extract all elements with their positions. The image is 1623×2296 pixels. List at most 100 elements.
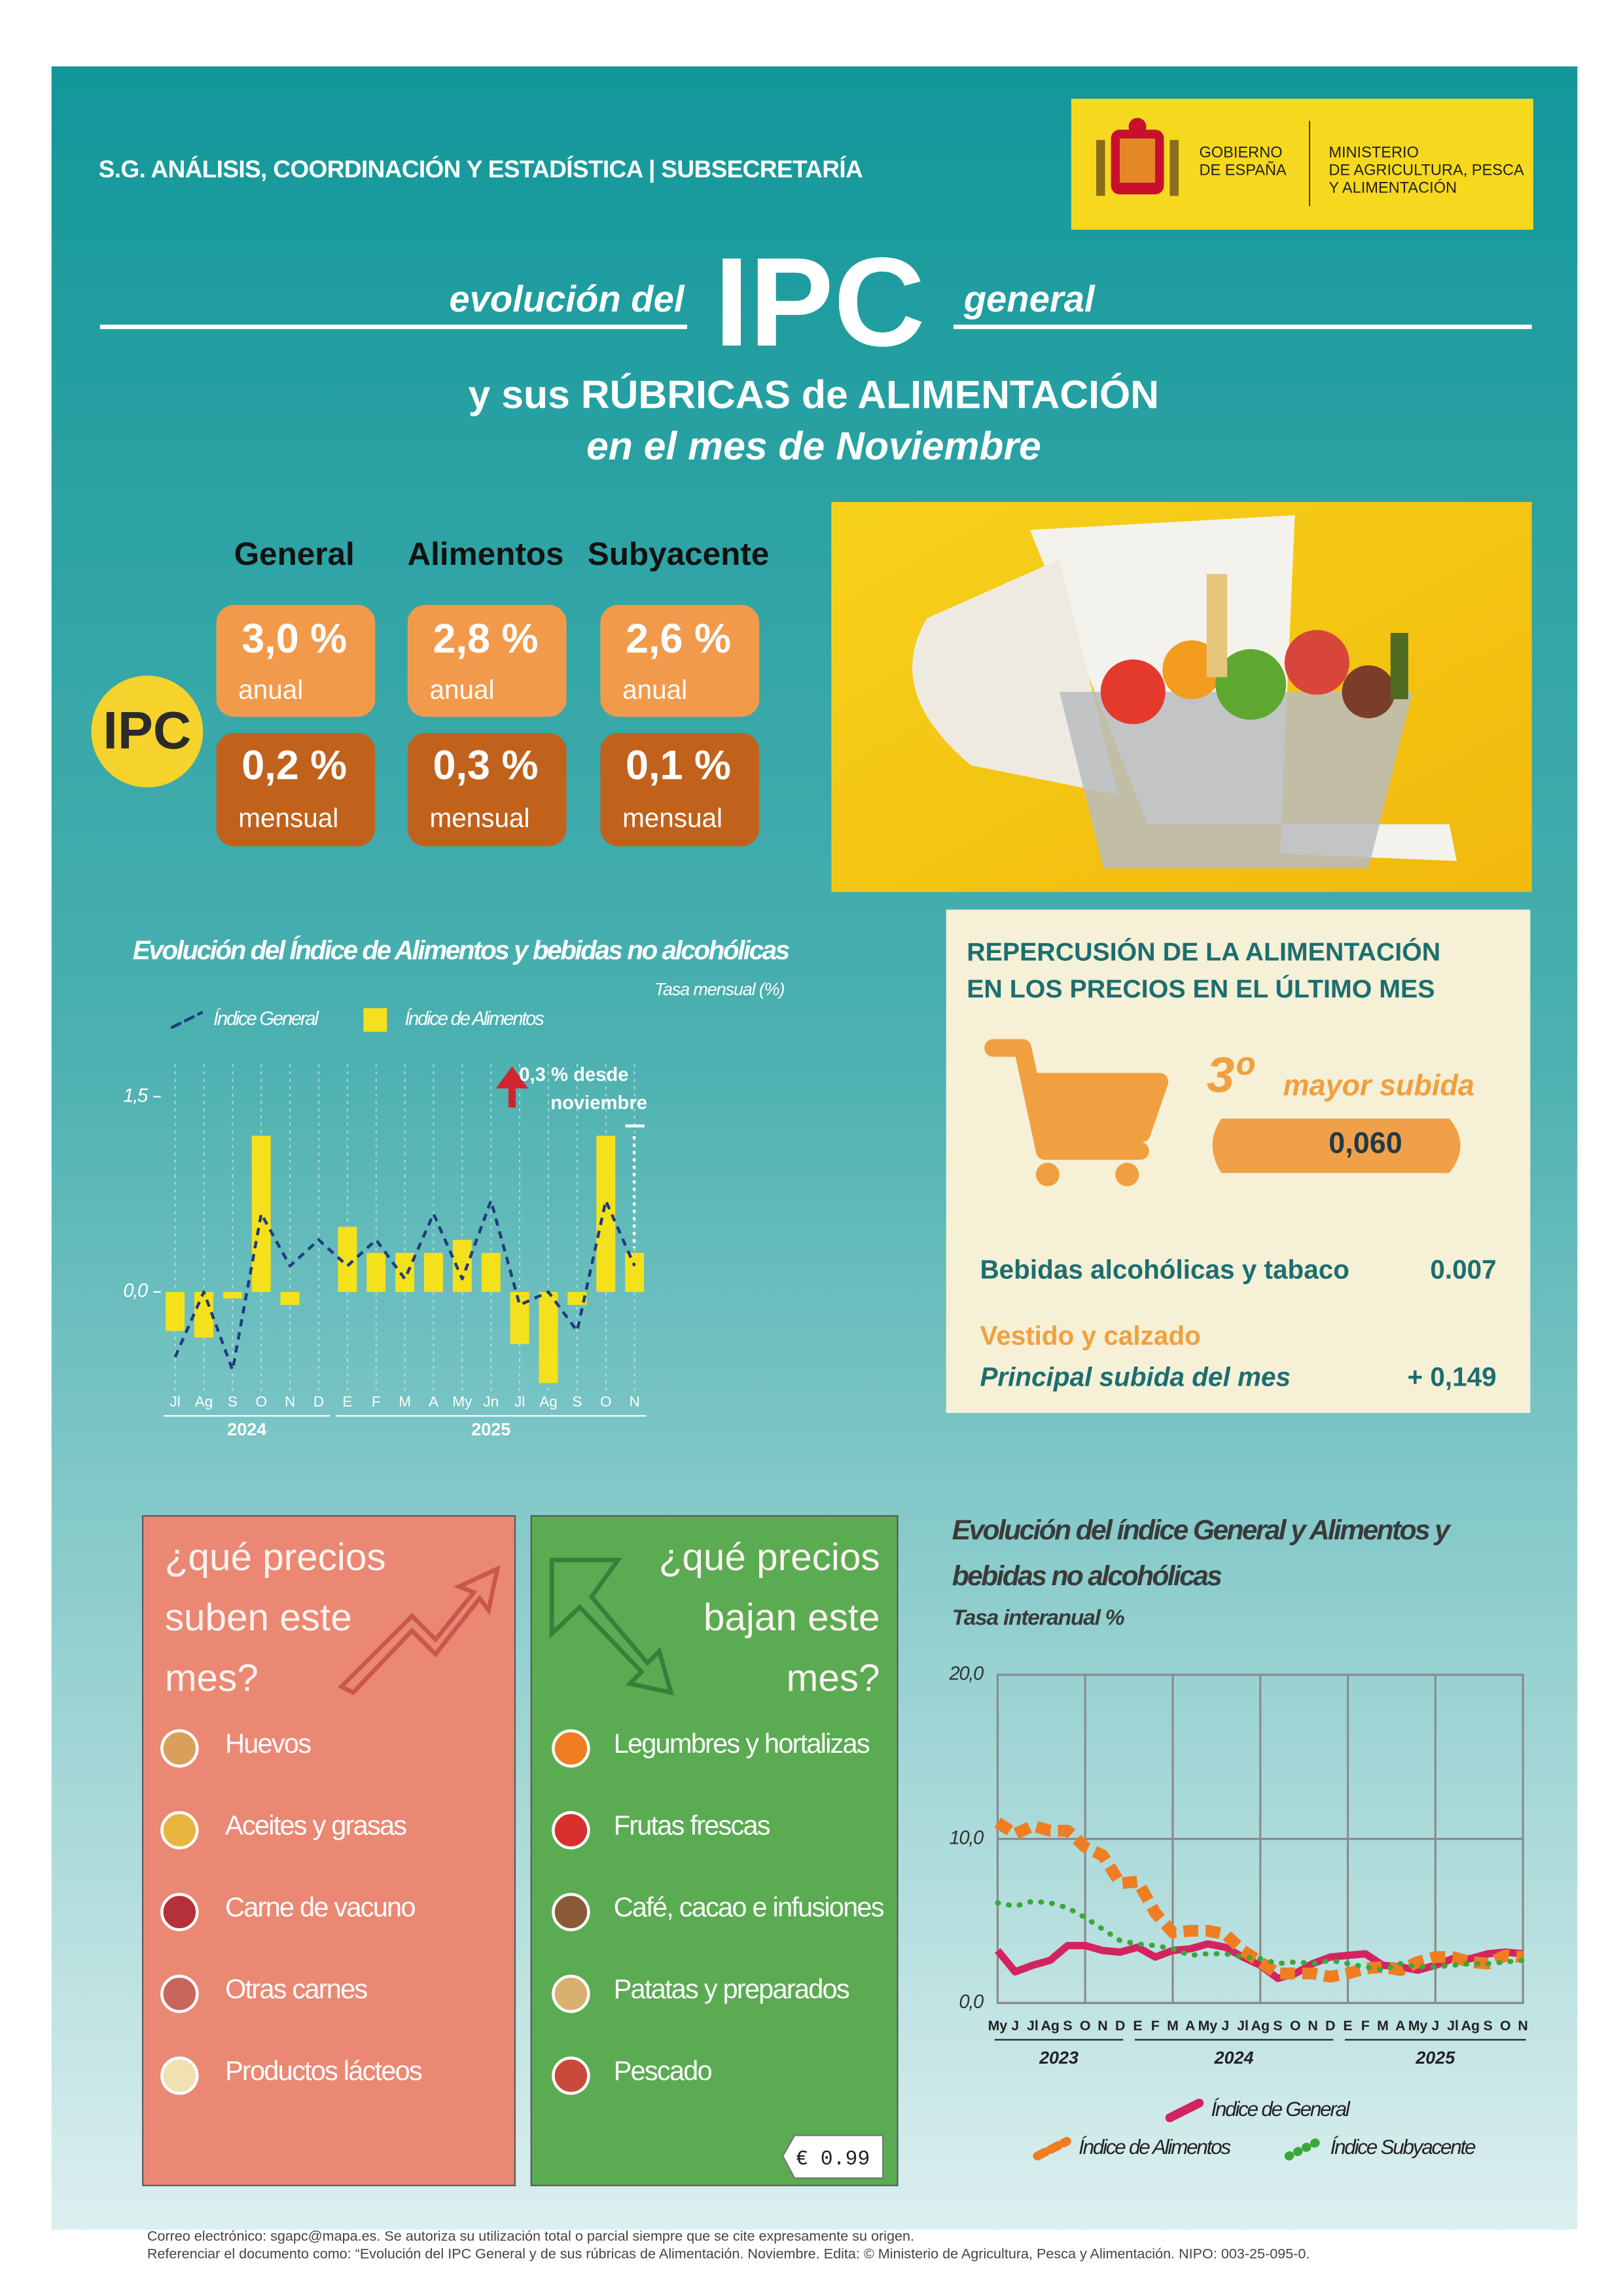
x-tick-label: Ag <box>539 1393 557 1410</box>
annual-value: 2,6 % <box>626 616 731 662</box>
monthly-value: 0,3 % <box>433 743 538 789</box>
annual-box <box>216 605 376 717</box>
x-tick-label: Ag <box>1041 2018 1059 2034</box>
x-tick-label: O <box>600 1393 611 1410</box>
government-label: GOBIERNO <box>1199 144 1282 161</box>
y-tick-label: 0,0 <box>123 1281 148 1302</box>
y-tick-label: 10,0 <box>949 1827 984 1848</box>
x-tick-label: M <box>399 1393 411 1410</box>
year-label: 2024 <box>1214 2048 1254 2068</box>
footer-line: Correo electrónico: sgapc@mapa.es. Se au… <box>147 2228 914 2244</box>
legend-swatch <box>1165 2098 1204 2123</box>
x-tick-label: Jl <box>169 1393 180 1410</box>
x-tick-label: O <box>1500 2018 1511 2034</box>
x-tick-label: Jl <box>1237 2018 1249 2034</box>
year-label: 2024 <box>227 1420 266 1439</box>
cart-wheel <box>1115 1162 1139 1187</box>
ipc-badge-label: IPC <box>103 702 191 761</box>
list-item: Legumbres y hortalizas <box>614 1728 870 1759</box>
list-icon <box>552 2056 590 2095</box>
title-main: IPC <box>714 231 925 372</box>
x-tick-label: A <box>429 1393 438 1410</box>
impact-top-caption: Principal subida del mes <box>980 1362 1291 1392</box>
bar <box>539 1291 558 1384</box>
x-tick-label: My <box>988 2018 1008 2034</box>
monthly-value: 0,2 % <box>241 743 347 789</box>
x-tick-label: E <box>1343 2018 1352 2034</box>
y-tick-label: 1,5 <box>123 1085 149 1106</box>
legend-swatch <box>363 1008 387 1032</box>
annual-label: anual <box>622 675 687 705</box>
x-tick-label: My <box>1198 2018 1218 2034</box>
rising-box <box>141 1515 516 2187</box>
list-item: Patatas y preparados <box>614 1973 849 2004</box>
list-item: Frutas frescas <box>614 1810 770 1840</box>
monthly-value: 0,1 % <box>626 743 731 789</box>
bar <box>423 1253 443 1292</box>
ministry-label: MINISTERIO <box>1329 144 1419 161</box>
chart-subtitle: Tasa mensual (%) <box>654 980 784 999</box>
x-tick-label: Jl <box>1027 2018 1039 2034</box>
list-icon <box>160 1729 199 1768</box>
falling-box <box>530 1515 899 2187</box>
impact-title: REPERCUSIÓN DE LA ALIMENTACIÓN <box>967 938 1440 967</box>
list-icon <box>160 1975 199 2013</box>
x-tick-label: S <box>572 1393 582 1410</box>
year-label: 2025 <box>471 1420 510 1439</box>
year-label: 2023 <box>1039 2048 1079 2068</box>
cart-icon <box>984 1039 1169 1160</box>
rising-arrow <box>337 1565 501 1696</box>
bar <box>194 1291 213 1338</box>
title-post: general <box>963 278 1096 319</box>
legend-label: Índice Subyacente <box>1330 2136 1476 2159</box>
bar <box>166 1291 185 1331</box>
list-item: Huevos <box>225 1728 311 1759</box>
impact-top-label: Vestido y calzado <box>980 1321 1200 1351</box>
x-tick-label: O <box>1080 2018 1091 2034</box>
monthly-box <box>216 732 376 847</box>
bar <box>567 1291 587 1305</box>
org-unit: S.G. ANÁLISIS, COORDINACIÓN Y ESTADÍSTIC… <box>99 155 863 183</box>
list-item: Otras carnes <box>225 1973 367 2004</box>
list-icon <box>552 1729 590 1768</box>
year-label: 2025 <box>1415 2048 1455 2068</box>
ministry-label: Y ALIMENTACIÓN <box>1329 179 1457 196</box>
title-line2: y sus RÚBRICAS de ALIMENTACIÓN <box>469 372 1159 416</box>
x-tick-label: Jn <box>483 1393 499 1410</box>
ipc-badge <box>91 675 204 788</box>
ipc-column-name: Subyacente <box>588 536 770 572</box>
impact-top-value: + 0,149 <box>1407 1362 1496 1392</box>
annual-value: 3,0 % <box>241 616 347 662</box>
bar <box>280 1291 300 1305</box>
bar <box>481 1253 501 1292</box>
y-tick-label: 0,0 <box>959 1992 984 2013</box>
legend-label: Índice de General <box>1211 2098 1350 2121</box>
list-icon <box>552 1811 590 1850</box>
annual-box <box>600 605 760 717</box>
impact-rank-label: mayor subida <box>1283 1069 1474 1102</box>
ipc-column-name: Alimentos <box>407 536 563 572</box>
title-pre: evolución del <box>449 278 685 319</box>
chart-title: Evolución del índice General y Alimentos… <box>952 1515 1452 1546</box>
x-tick-label: D <box>1115 2018 1125 2034</box>
annual-value: 2,8 % <box>433 616 538 662</box>
list-title: mes? <box>165 1657 259 1699</box>
bar <box>223 1291 242 1299</box>
list-item: Pescado <box>614 2055 712 2086</box>
annotation-text: 0,3 % desde <box>519 1065 628 1086</box>
falling-arrow <box>549 1558 675 1696</box>
list-title: suben este <box>165 1596 352 1639</box>
ministry-label: DE AGRICULTURA, PESCA <box>1329 162 1524 179</box>
x-tick-label: Ag <box>1251 2018 1270 2034</box>
series-line <box>995 1898 1526 1973</box>
legend-swatch <box>170 1011 204 1029</box>
x-tick-label: F <box>1151 2018 1160 2034</box>
chart-subtitle: Tasa interanual % <box>952 1605 1125 1630</box>
list-icon <box>160 1893 199 1931</box>
annual-box <box>407 605 567 717</box>
ipc-column-name: General <box>234 536 355 572</box>
x-tick-label: N <box>1097 2018 1107 2034</box>
bar <box>596 1136 616 1292</box>
